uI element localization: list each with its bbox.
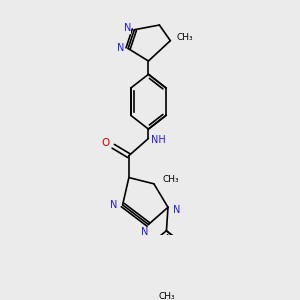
Text: N: N (110, 200, 118, 210)
Text: NH: NH (151, 135, 166, 145)
Text: N: N (117, 44, 125, 53)
Text: CH₃: CH₃ (158, 292, 175, 300)
Text: CH₃: CH₃ (163, 176, 179, 184)
Text: O: O (101, 138, 110, 148)
Text: N: N (141, 227, 148, 237)
Text: N: N (124, 23, 131, 33)
Text: N: N (173, 205, 180, 214)
Text: CH₃: CH₃ (176, 33, 193, 42)
